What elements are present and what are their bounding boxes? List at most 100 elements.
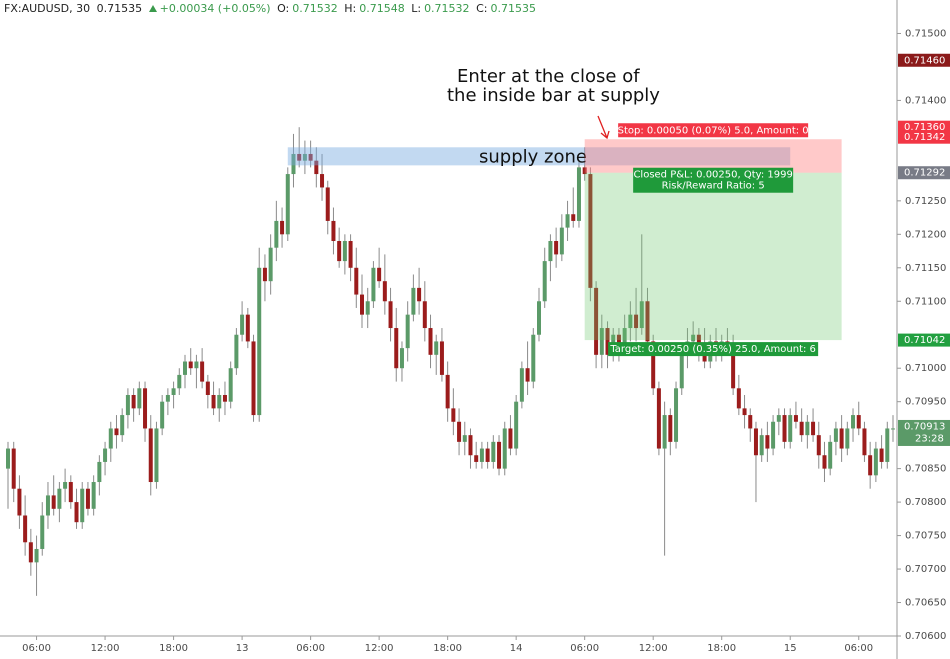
- candle-body: [474, 455, 479, 462]
- candle-body: [542, 261, 547, 302]
- candle-body: [879, 448, 884, 462]
- candle-body: [234, 334, 239, 369]
- candle-body: [891, 428, 895, 430]
- candle-body: [34, 548, 39, 563]
- candle-body: [160, 401, 165, 429]
- candle-body: [885, 428, 890, 462]
- x-tick-label: 18:00: [433, 643, 462, 654]
- labels: 0.71500 0.71400 0.71250 0.71200 0.71150 0.711…: [22, 28, 950, 654]
- candle-body: [788, 415, 793, 442]
- candle-body: [651, 341, 656, 389]
- candle-body: [285, 174, 290, 235]
- candle-body: [325, 187, 330, 221]
- y-tick-label: 0.70800: [905, 497, 946, 508]
- candle-body: [251, 341, 256, 416]
- candle-body: [405, 314, 410, 349]
- candle-body: [582, 167, 587, 175]
- candle-body: [771, 421, 776, 449]
- candle-body: [120, 415, 125, 436]
- supply-zone: [287, 147, 791, 166]
- candle-body: [765, 435, 770, 449]
- y-tick-label: 0.71000: [905, 363, 946, 374]
- candle-body: [845, 428, 850, 449]
- candle-body: [57, 488, 62, 509]
- candle-body: [240, 314, 245, 335]
- candle-body: [6, 448, 10, 469]
- y-tick-label: 0.70950: [905, 397, 946, 408]
- annotation-arrow: [597, 115, 610, 140]
- candle-body: [97, 461, 102, 483]
- candle-body: [114, 428, 119, 436]
- candle-body: [337, 241, 342, 262]
- candle-body: [828, 441, 833, 469]
- candle-body: [445, 374, 450, 409]
- candle-body: [862, 428, 867, 456]
- candle-body: [222, 394, 227, 402]
- candle-body: [51, 495, 56, 509]
- candle-body: [679, 354, 684, 389]
- candle-body: [308, 153, 313, 161]
- price-label: 0.71342: [904, 132, 945, 143]
- x-tick-label: 18:00: [159, 643, 188, 654]
- candle-body: [748, 415, 753, 429]
- candle-body: [502, 428, 507, 469]
- candle-body: [793, 415, 798, 422]
- candle-body: [40, 515, 45, 549]
- price-label-box: [898, 130, 950, 144]
- rr-text: Risk/Reward Ratio: 5: [662, 181, 765, 192]
- candle-body: [628, 314, 633, 329]
- symbol: FX:AUDUSD, 30: [4, 2, 91, 15]
- candle-body: [320, 174, 325, 188]
- candle-body: [868, 455, 873, 476]
- candle-body: [776, 415, 781, 422]
- price-label: 0.71360: [904, 122, 945, 133]
- candle-body: [594, 287, 599, 355]
- candle-body: [228, 368, 233, 402]
- candle-body: [485, 448, 490, 462]
- candle-body: [388, 301, 393, 329]
- y-tick-label: 0.71200: [905, 229, 946, 240]
- candle-body: [331, 220, 336, 242]
- candle-body: [531, 334, 536, 382]
- y-tick-label: 0.70650: [905, 598, 946, 609]
- candle-body: [462, 435, 467, 442]
- candle-body: [314, 160, 319, 175]
- candle-body: [805, 421, 810, 436]
- candle-body: [165, 394, 170, 402]
- candle-body: [851, 415, 856, 429]
- pnl-text: Closed P&L: 0.00250, Qty: 1999: [633, 170, 792, 181]
- candle-body: [439, 341, 444, 375]
- y-tick-label: 0.71400: [905, 95, 946, 106]
- candle-body: [434, 341, 439, 355]
- candle-body: [588, 174, 593, 288]
- annotation-line: the inside bar at supply: [447, 85, 660, 106]
- candle-body: [262, 267, 267, 282]
- candle-body: [148, 428, 153, 483]
- candle-body: [622, 328, 627, 349]
- candle-body: [399, 348, 404, 369]
- y-tick-label: 0.71150: [905, 263, 946, 274]
- annotation-line: Enter at the close of: [457, 66, 640, 87]
- candle-body: [565, 214, 570, 228]
- price-label: 0.71042: [904, 335, 945, 346]
- up-icon: [148, 5, 157, 12]
- candle-body: [85, 488, 90, 509]
- x-tick-label: 13: [236, 643, 249, 654]
- candle-body: [782, 415, 787, 442]
- candle-body: [342, 241, 347, 262]
- candle-body: [468, 435, 473, 456]
- candle-body: [731, 348, 736, 389]
- candle-body: [23, 515, 28, 543]
- candle-body: [519, 368, 524, 402]
- price-label-box: [898, 333, 950, 347]
- candle-body: [816, 435, 821, 456]
- candle-body: [656, 388, 661, 449]
- candle-body: [753, 428, 758, 456]
- x-tick-label: 12:00: [639, 643, 668, 654]
- candle-body: [348, 241, 353, 268]
- candle-body: [280, 220, 285, 235]
- candle-body: [200, 361, 205, 382]
- x-tick-label: 06:00: [844, 643, 873, 654]
- candle-body: [457, 421, 462, 442]
